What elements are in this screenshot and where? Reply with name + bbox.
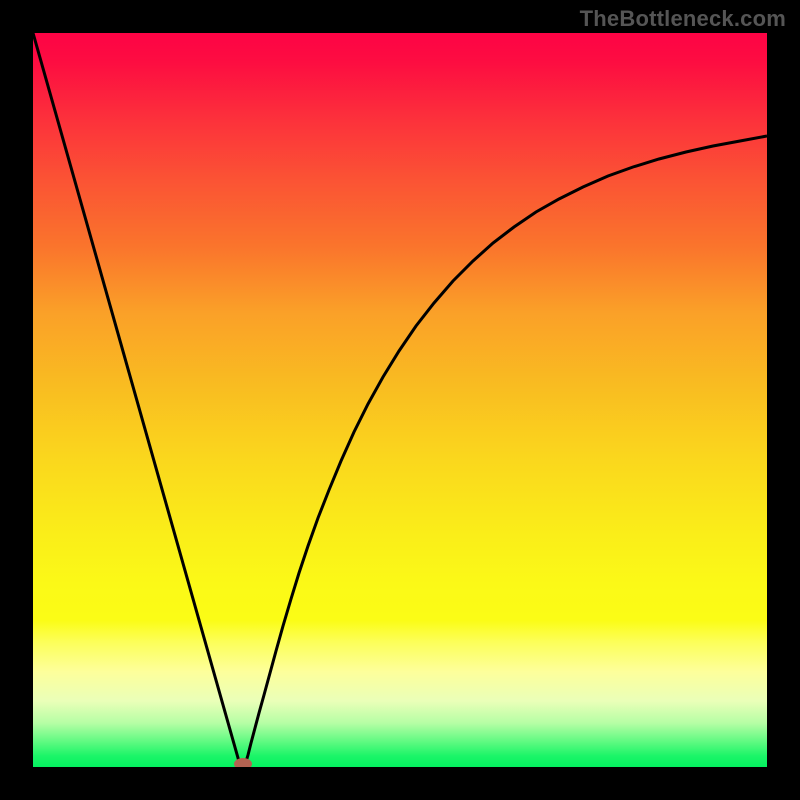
figure-container: TheBottleneck.com <box>0 0 800 800</box>
curve-layer <box>33 33 767 767</box>
watermark-text: TheBottleneck.com <box>580 6 786 32</box>
minimum-marker <box>234 758 252 767</box>
curve-right-branch <box>245 136 767 765</box>
curve-left-branch <box>33 33 240 765</box>
plot-area <box>33 33 767 767</box>
